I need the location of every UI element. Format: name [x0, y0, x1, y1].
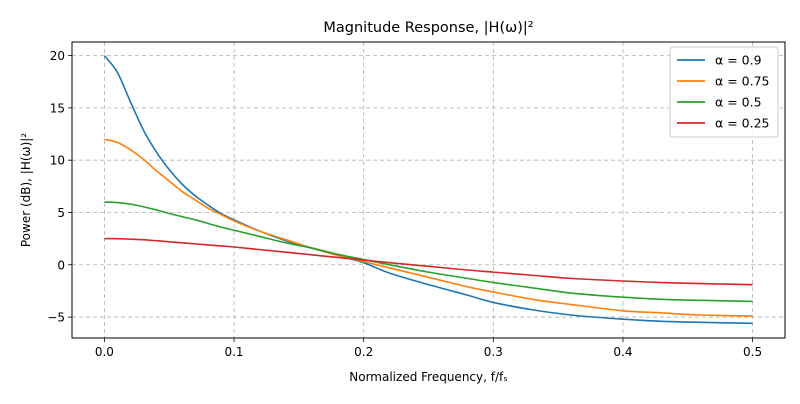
y-tick-label: 0: [57, 258, 65, 272]
legend-label: α = 0.75: [715, 74, 770, 89]
x-axis-label: Normalized Frequency, f/fₛ: [349, 370, 507, 384]
legend-label: α = 0.5: [715, 95, 762, 110]
x-tick-label: 0.0: [95, 345, 114, 359]
chart-title: Magnitude Response, |H(ω)|²: [323, 20, 533, 36]
y-axis-label: Power (dB), |H(ω)|²: [19, 133, 33, 247]
legend: α = 0.9 α = 0.75 α = 0.5 α = 0.25: [669, 46, 779, 138]
series-line-3: [104, 201, 753, 303]
x-tick-label: 0.2: [354, 345, 373, 359]
y-tick-label: 20: [50, 49, 65, 63]
x-tick-label: 0.1: [224, 345, 243, 359]
y-tick-label: 15: [50, 101, 65, 115]
series-layer: [103, 55, 753, 325]
legend-box: [669, 46, 779, 138]
x-tick-label: 0.5: [743, 345, 762, 359]
series-line-2: [104, 138, 753, 317]
x-tick-label: 0.4: [613, 345, 632, 359]
y-tick-label: 10: [50, 154, 65, 168]
series-line-1: [103, 55, 753, 325]
series-line-4: [104, 237, 753, 286]
legend-label: α = 0.25: [715, 116, 770, 131]
y-tick-label: −5: [47, 311, 65, 325]
legend-label: α = 0.9: [715, 53, 762, 68]
plot-frame: [71, 41, 786, 339]
ticks-layer: 0.0 0.1 0.2 0.3 0.4 0.5 −5 0 5 10 15 20: [47, 49, 762, 359]
y-tick-label: 5: [57, 206, 65, 220]
x-tick-label: 0.3: [484, 345, 503, 359]
